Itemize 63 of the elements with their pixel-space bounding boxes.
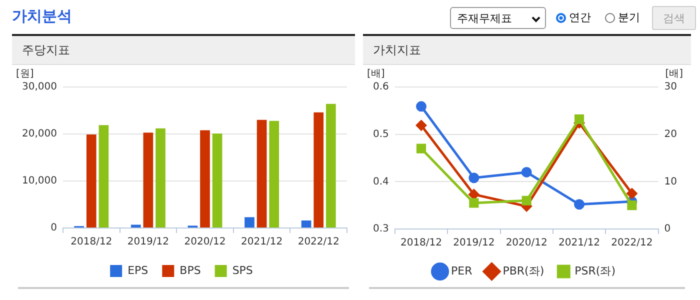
y2-tick-label: 30	[664, 82, 678, 93]
text: 분기	[617, 10, 640, 25]
bar	[98, 125, 109, 228]
point	[468, 189, 480, 200]
x-tick-label: 2019/12	[127, 236, 169, 248]
legend-label: BPS	[180, 264, 201, 277]
point	[416, 101, 426, 112]
y-tick-label: 0.5	[372, 128, 389, 140]
point	[468, 172, 480, 184]
x-tick-label: 2021/12	[241, 236, 283, 248]
x-tick-label: 2021/12	[558, 238, 600, 249]
bar	[269, 120, 280, 228]
chart-title: 가치지표	[363, 34, 691, 65]
x-tick-label: 2018/12	[400, 238, 442, 249]
bar	[130, 224, 141, 228]
x-tick-label: 2019/12	[453, 238, 495, 249]
y-tick-label: 0.4	[372, 176, 389, 188]
bar	[200, 130, 210, 228]
bar	[86, 134, 96, 228]
x-tick-label: 2020/12	[184, 236, 226, 248]
bar	[244, 217, 254, 228]
bar	[301, 220, 312, 228]
y-tick-label: 20,000	[22, 128, 57, 140]
point	[574, 199, 585, 210]
bar	[314, 112, 324, 228]
y-tick-label: 30,000	[22, 82, 57, 93]
point	[522, 196, 532, 206]
text: 가치분석	[12, 7, 72, 26]
point	[521, 166, 532, 178]
y-tick-label: 0.3	[372, 224, 389, 235]
chart-title: 주당지표	[12, 34, 355, 65]
y-tick-label: 10,000	[22, 176, 57, 187]
legend-label: PBR(좌)	[502, 264, 544, 278]
text: 검색	[652, 6, 696, 30]
x-tick-label: 2020/12	[506, 238, 548, 249]
y-tick-label: 0.6	[372, 82, 389, 93]
point	[626, 188, 638, 199]
legend-label: PSR(좌)	[574, 264, 616, 278]
point	[416, 144, 426, 154]
bar	[326, 104, 336, 228]
y-tick-label: 0	[50, 222, 57, 234]
y2-tick-label: 0	[664, 224, 671, 235]
bar	[256, 120, 267, 228]
x-tick-label: 2022/12	[298, 236, 340, 248]
y-axis-title: [원]	[16, 68, 34, 80]
legend-label: SPS	[232, 264, 253, 277]
point	[469, 198, 479, 208]
point	[574, 114, 584, 124]
point	[416, 120, 426, 131]
y2-tick-label: 20	[664, 128, 678, 140]
y2-tick-label: 10	[664, 176, 678, 188]
bar	[156, 128, 166, 228]
x-tick-label: 2022/12	[611, 238, 653, 249]
text: 주재무제표	[450, 7, 546, 29]
bar	[212, 134, 222, 228]
point	[627, 200, 637, 210]
bar	[143, 132, 154, 228]
legend-label: PER	[451, 264, 473, 278]
x-tick-label: 2018/12	[70, 236, 112, 248]
text: 연간	[568, 10, 591, 25]
y2-axis-title: [배]	[665, 68, 684, 80]
legend-label: EPS	[128, 264, 148, 277]
y-axis-title: [배]	[367, 68, 385, 80]
